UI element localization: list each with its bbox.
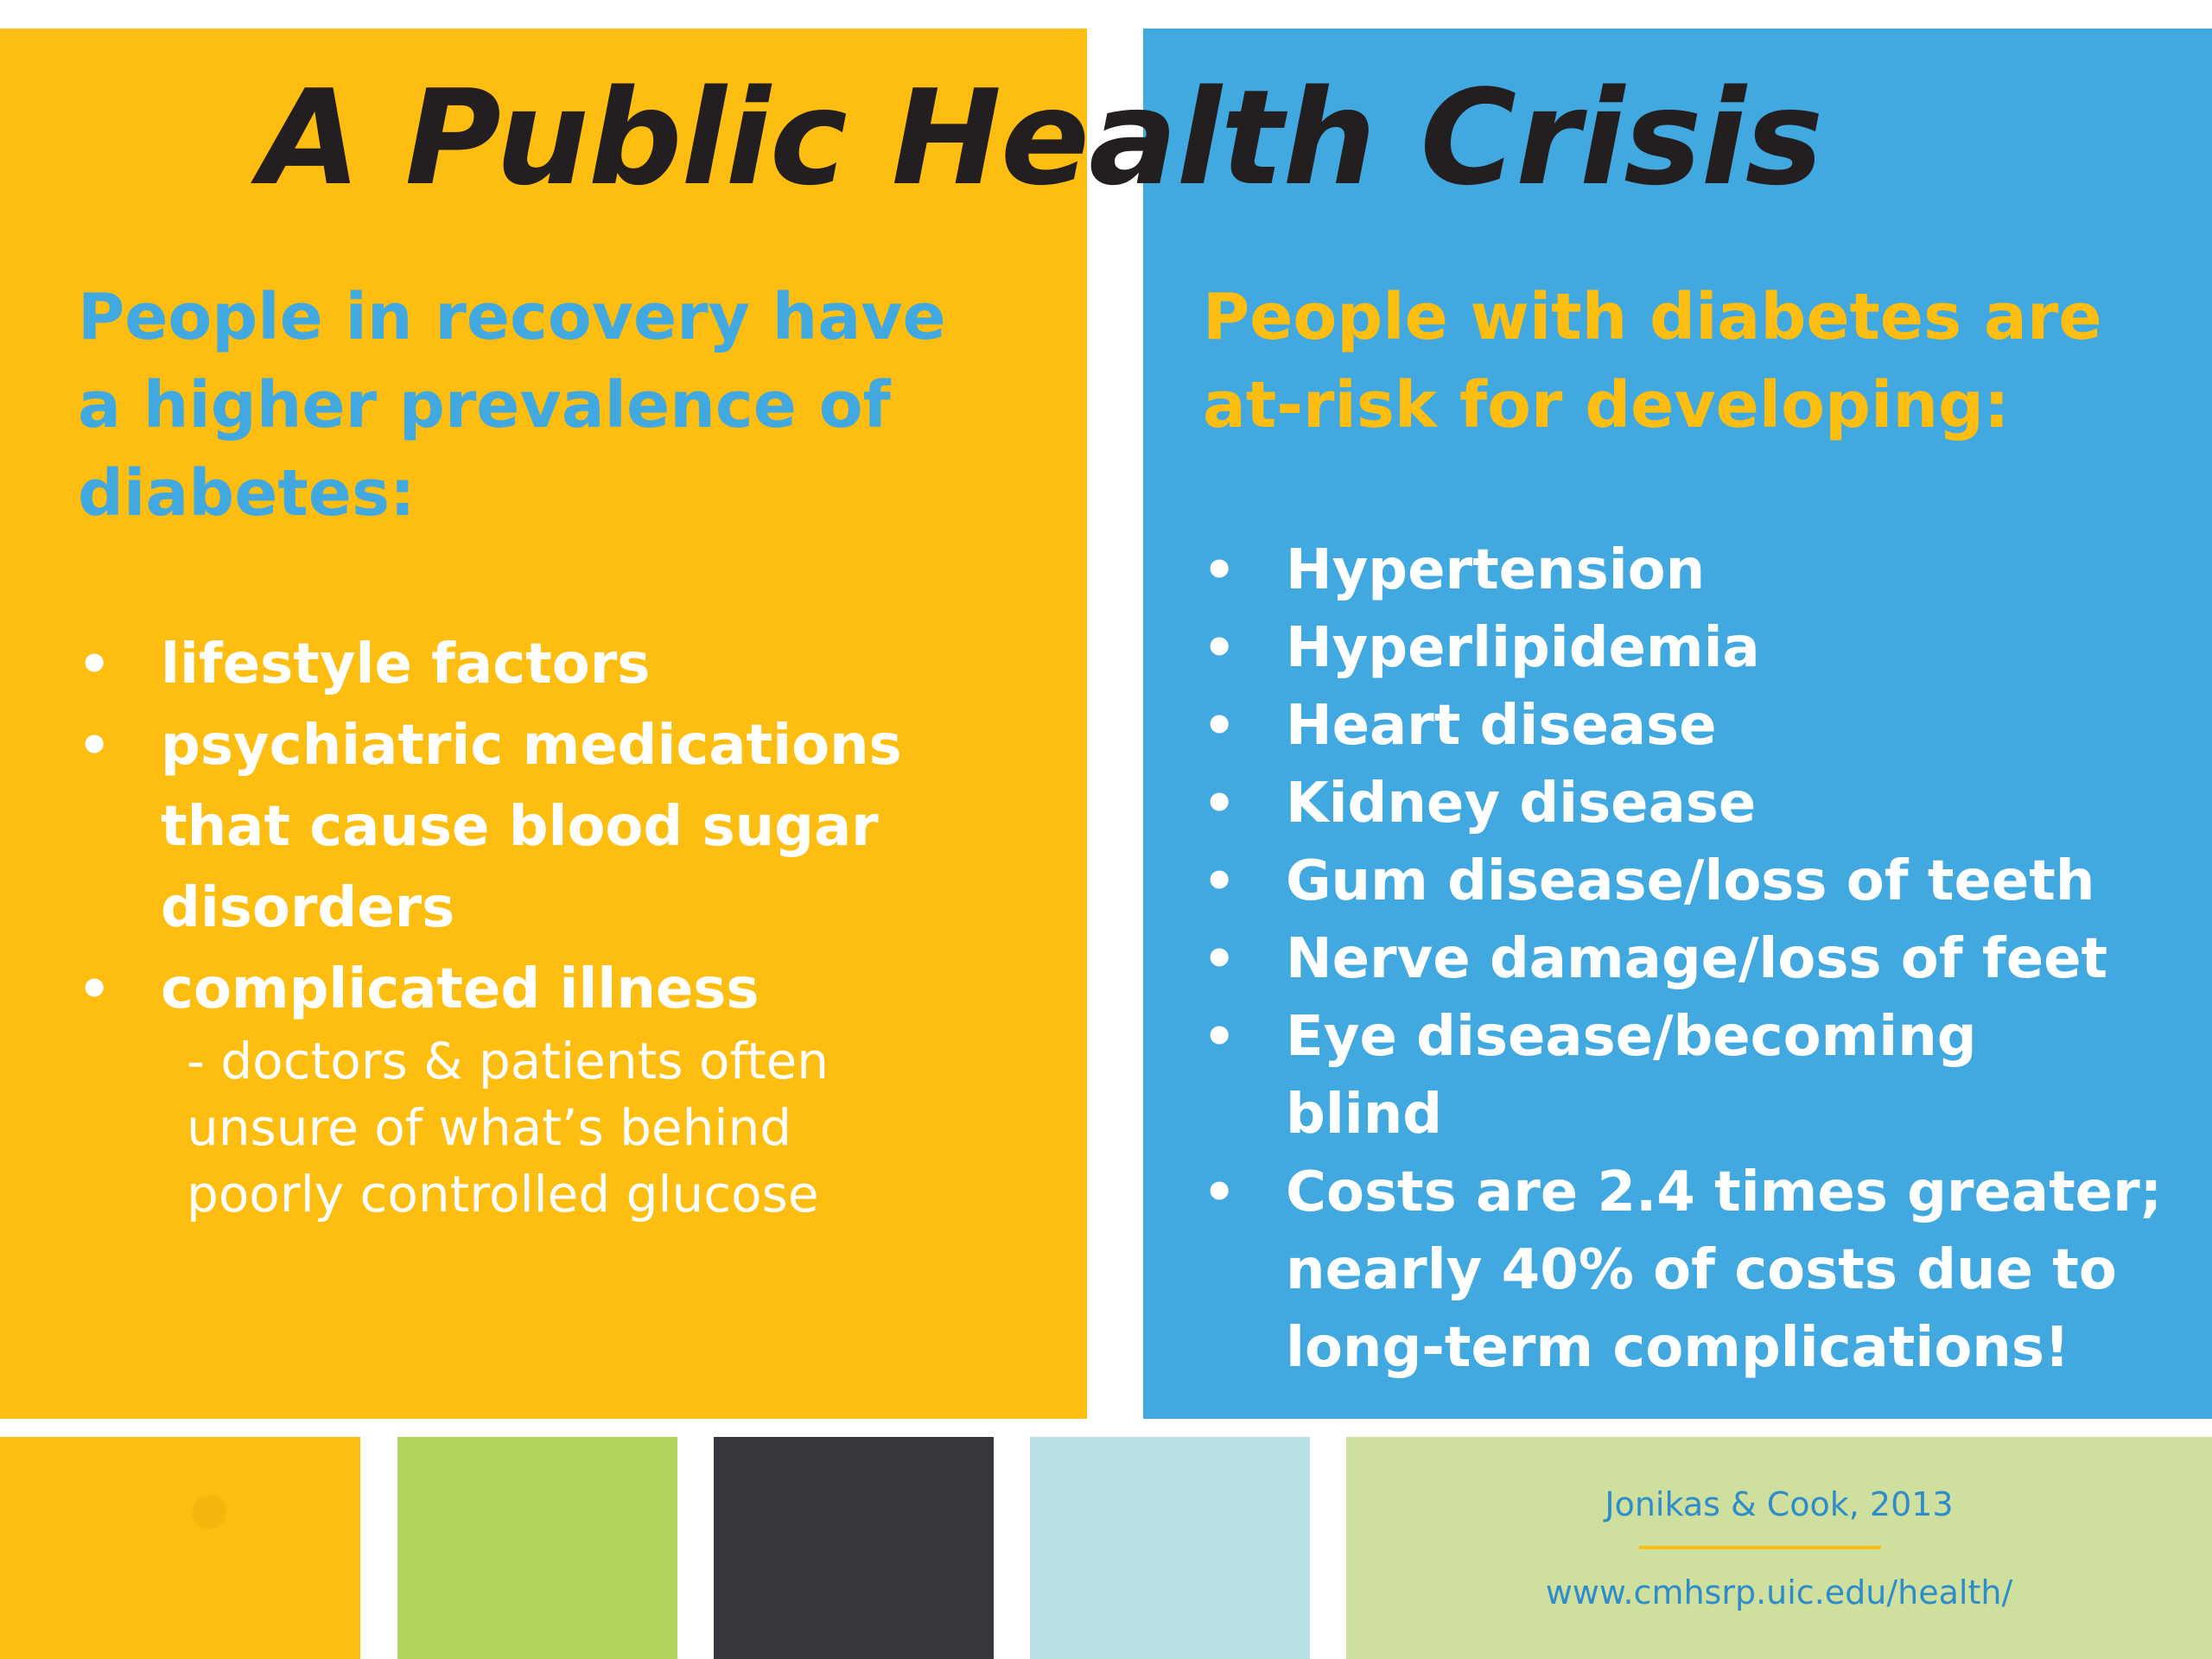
bullet-icon: •	[1203, 696, 1236, 756]
bullet-item-hypertension: • Hypertension	[1203, 531, 2205, 609]
note-line: - doctors & patients often	[187, 1032, 830, 1090]
bullet-text: Heart disease	[1286, 694, 1717, 758]
bullet-text: blind	[1286, 1083, 1443, 1147]
bullet-item-gum-disease: • Gum disease/loss of teeth	[1203, 842, 2205, 920]
bullet-icon: •	[1203, 851, 1236, 912]
bullet-item-lifestyle-factors: • lifestyle factors	[78, 624, 1071, 705]
bullet-text: disorders	[161, 876, 455, 940]
right-heading-line: People with diabetes are	[1203, 280, 2102, 354]
bullet-item-costs: • Costs are 2.4 times greater; nearly 40…	[1203, 1154, 2205, 1387]
citation-divider	[1639, 1546, 1881, 1549]
bullet-icon: •	[1203, 929, 1236, 989]
right-panel-heading: People with diabetes are at-risk for dev…	[1203, 273, 2188, 449]
bullet-item-complicated-illness: • complicated illness	[78, 949, 1071, 1030]
swatch-green	[397, 1437, 677, 1659]
bullet-item-nerve-damage: • Nerve damage/loss of feet	[1203, 920, 2205, 998]
bullet-icon: •	[78, 634, 111, 695]
bullet-text: lifestyle factors	[161, 632, 651, 696]
swatch-dark	[714, 1437, 994, 1659]
left-heading-line: diabetes:	[78, 456, 416, 531]
decorative-dot	[192, 1495, 226, 1529]
bullet-text: Eye disease/becoming	[1286, 1005, 1977, 1069]
bullet-icon: •	[1203, 773, 1236, 834]
bullet-icon: •	[1203, 618, 1236, 678]
left-panel-heading: People in recovery have a higher prevale…	[78, 273, 1063, 537]
left-panel-background	[0, 29, 1087, 1419]
bullet-text: complicated illness	[161, 957, 760, 1021]
bullet-text: Hyperlipidemia	[1286, 616, 1760, 680]
bullet-text: Gum disease/loss of teeth	[1286, 849, 2095, 913]
left-heading-line: a higher prevalence of	[78, 368, 891, 442]
bullet-icon: •	[78, 715, 111, 776]
bullet-text: psychiatric medications	[161, 714, 902, 778]
bullet-text: Nerve damage/loss of feet	[1286, 927, 2108, 991]
citation-url-link[interactable]: www.cmhsrp.uic.edu/health/	[1545, 1573, 2013, 1611]
bullet-item-eye-disease: • Eye disease/becoming blind	[1203, 998, 2205, 1154]
right-bullet-list: • Hypertension • Hyperlipidemia • Heart …	[1203, 531, 2205, 1387]
citation-author: Jonikas & Cook, 2013	[1605, 1485, 1954, 1523]
complicated-illness-note: - doctors & patients often unsure of wha…	[187, 1028, 1051, 1228]
left-bullet-list: • lifestyle factors • psychiatric medica…	[78, 624, 1071, 1030]
right-panel-background	[1143, 29, 2212, 1419]
bullet-icon: •	[78, 959, 111, 1020]
bullet-text: Kidney disease	[1286, 772, 1757, 836]
bullet-text: nearly 40% of costs due to	[1286, 1238, 2117, 1302]
bullet-item-heart-disease: • Heart disease	[1203, 687, 2205, 765]
bullet-icon: •	[1203, 540, 1236, 601]
bullet-item-hyperlipidemia: • Hyperlipidemia	[1203, 609, 2205, 687]
bullet-icon: •	[1203, 1007, 1236, 1067]
right-heading-line: at-risk for developing:	[1203, 368, 2010, 442]
bullet-icon: •	[1203, 1162, 1236, 1223]
bullet-text: Costs are 2.4 times greater;	[1286, 1160, 2163, 1224]
slide-title: A Public Health Crisis	[259, 61, 1823, 214]
swatch-yellow	[0, 1437, 360, 1659]
note-line: unsure of what’s behind	[187, 1098, 792, 1157]
bullet-item-psychiatric-medications: • psychiatric medications that cause blo…	[78, 705, 1071, 949]
bullet-text: that cause blood sugar	[161, 795, 879, 859]
left-heading-line: People in recovery have	[78, 280, 946, 354]
bullet-text: Hypertension	[1286, 538, 1706, 602]
note-line: poorly controlled glucose	[187, 1165, 819, 1224]
bullet-text: long-term complications!	[1286, 1316, 2070, 1380]
swatch-light-blue	[1030, 1437, 1310, 1659]
bullet-item-kidney-disease: • Kidney disease	[1203, 765, 2205, 842]
